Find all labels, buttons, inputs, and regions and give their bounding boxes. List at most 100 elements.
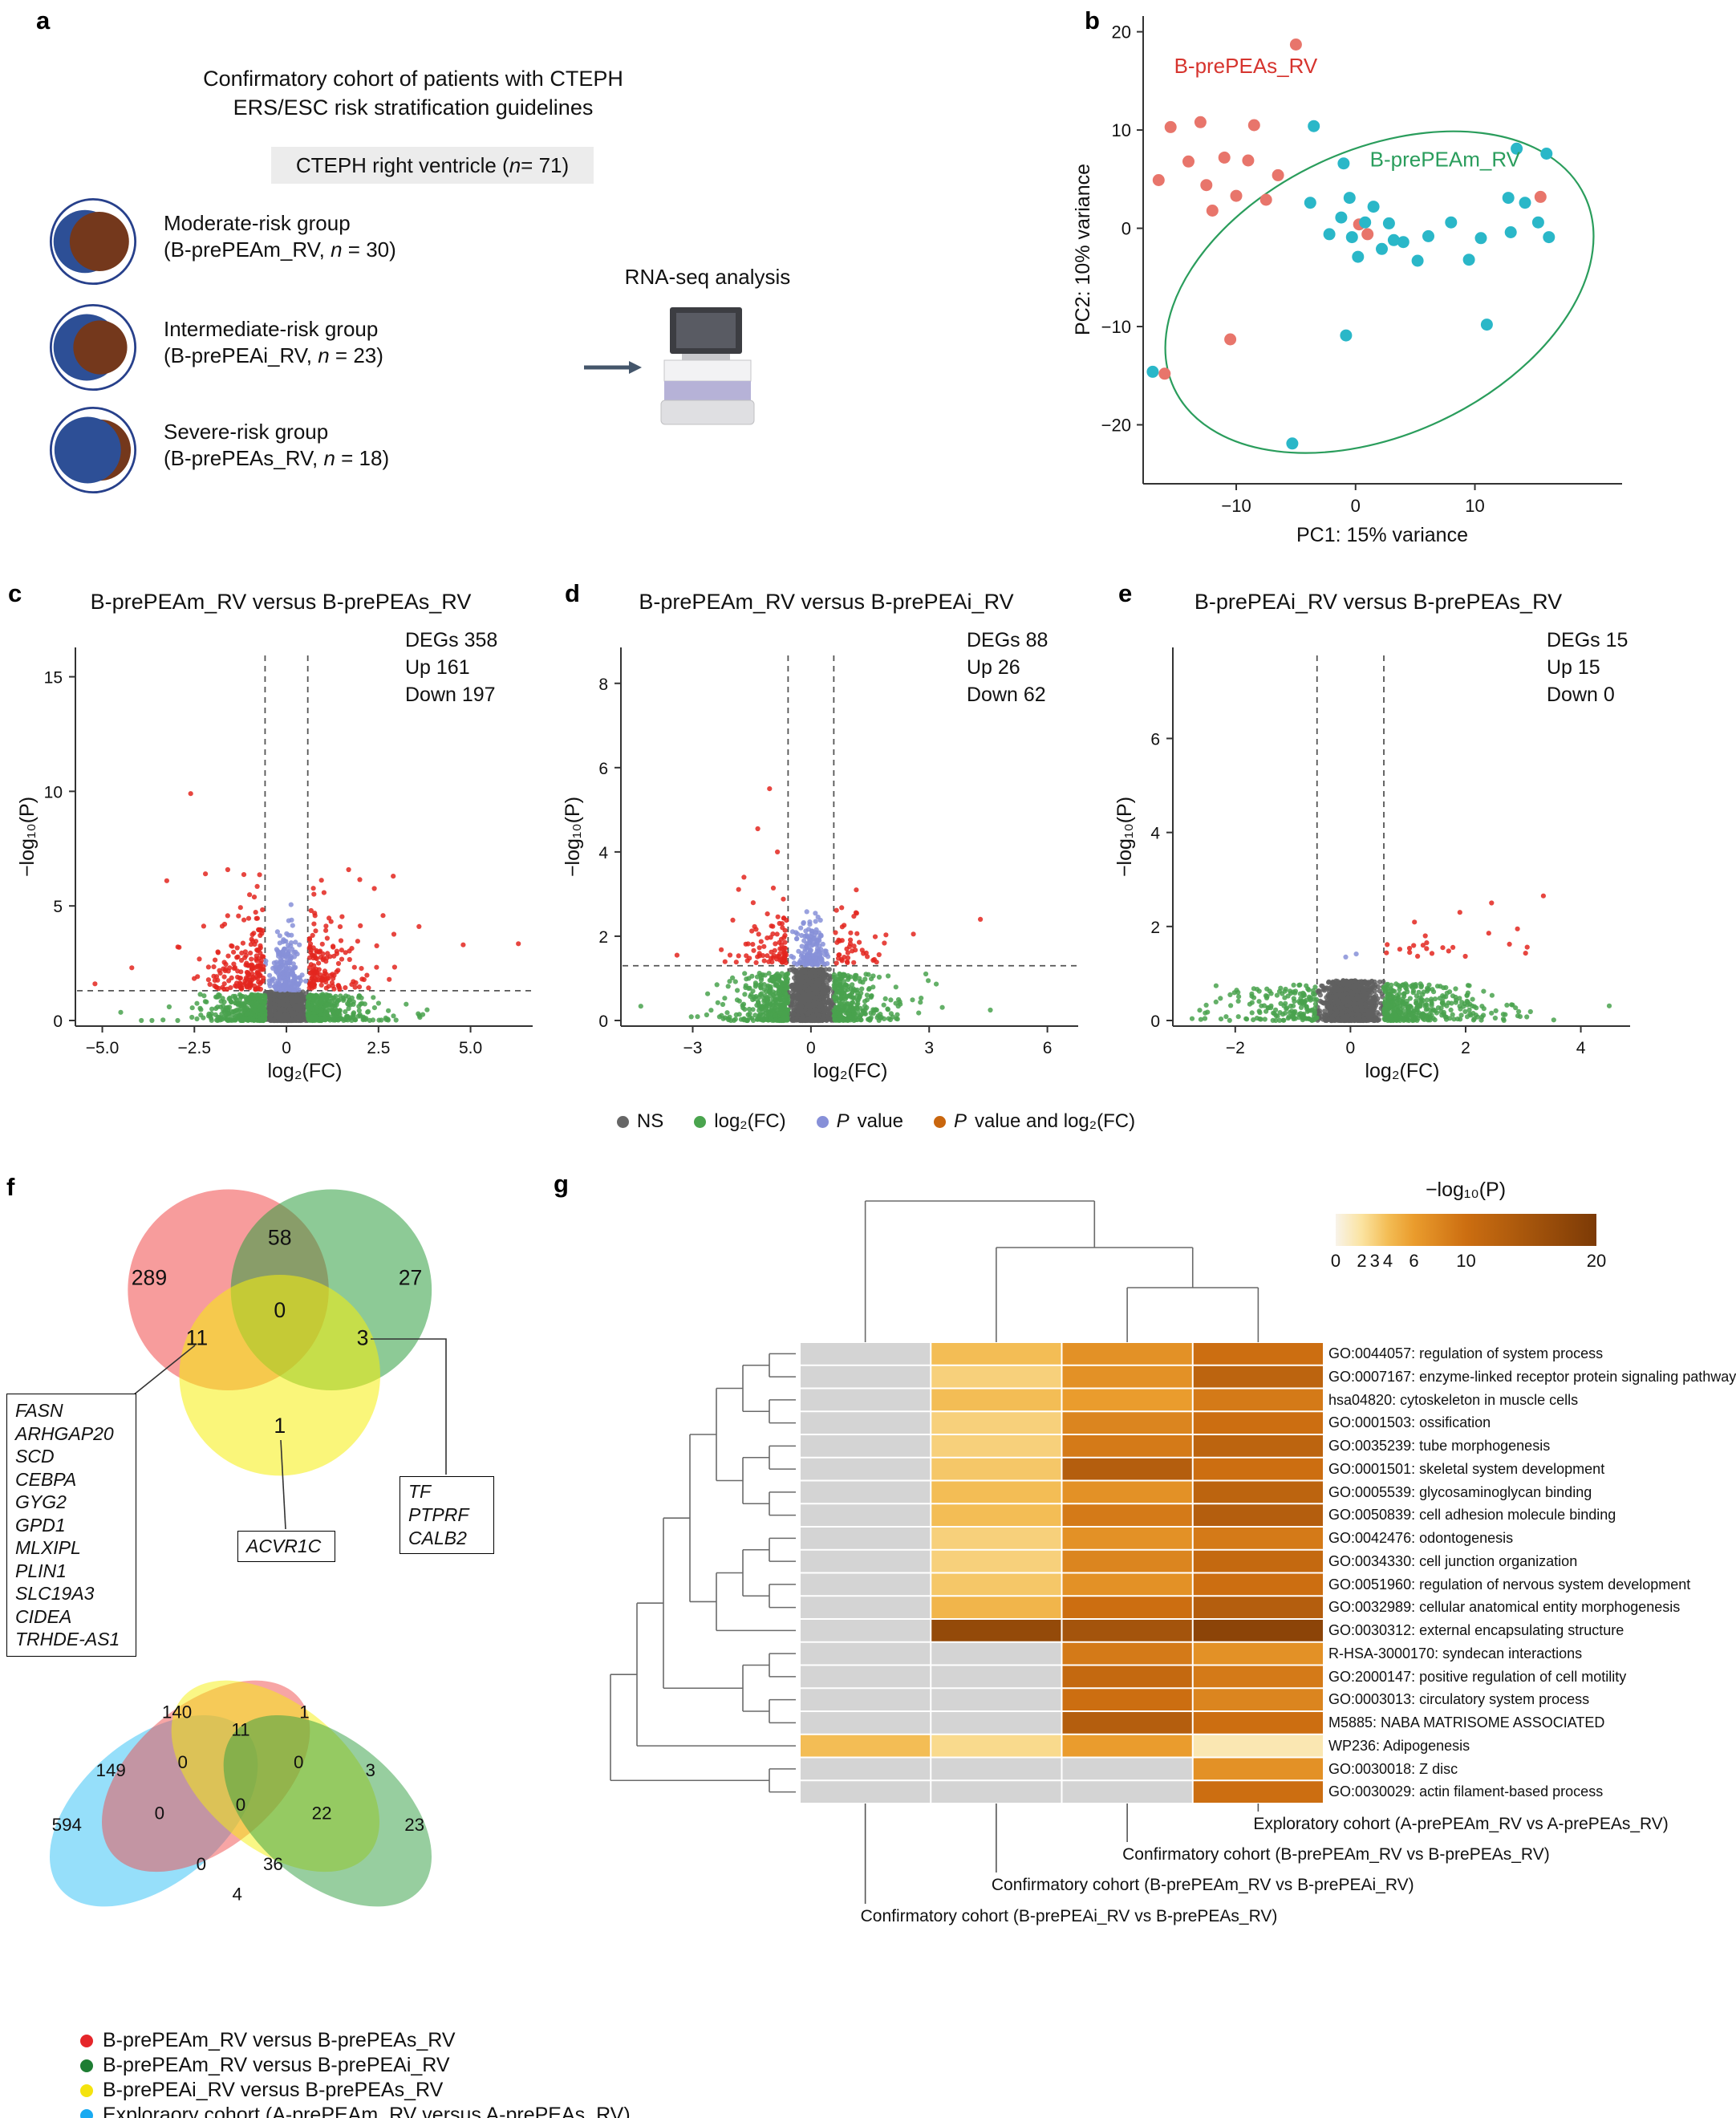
heatmap-row-label: WP236: Adipogenesis [1328,1737,1470,1754]
svg-text:PC1: 15% variance: PC1: 15% variance [1296,524,1468,546]
heatmap-row-label: GO:0030312: external encapsulating struc… [1328,1622,1624,1638]
heatmap-row-label: GO:0035239: tube morphogenesis [1328,1438,1551,1454]
svg-text:−log₁₀(P): −log₁₀(P) [562,797,584,877]
deg-total: DEGs 358 [405,629,498,651]
pca-points [1146,39,1556,450]
deg-down: Down 0 [1547,684,1615,706]
svg-text:15: 15 [44,669,63,688]
pca-plot: −20 −10 0 10 20 −10 0 10 PC1: 15% variance PC2: 1… [1072,16,1622,546]
gene-name: FASN [15,1400,63,1421]
svg-text:5: 5 [53,898,63,916]
deg-down: Down 62 [967,684,1046,706]
gene-name: ARHGAP20 [15,1422,114,1444]
svg-text:10: 10 [1465,496,1484,516]
volcano-panel-d: B-prePEAm_RV versus B-prePEAi_RV DEGs 88… [562,590,1091,1119]
svg-text:−20: −20 [1101,416,1131,436]
gene-name: SCD [15,1446,55,1467]
legend-item: P value and log₂(FC) [933,1110,1135,1133]
legend-dot [80,2059,93,2072]
gene-name: MLXIPL [15,1537,81,1558]
deg-stats: DEGs 88 Up 26 Down 62 [967,627,1048,708]
legend-tick: 20 [1586,1251,1607,1271]
svg-text:10: 10 [1112,120,1131,140]
legend-tick: 3 [1369,1251,1380,1271]
deg-up: Up 26 [967,656,1020,679]
svg-text:2: 2 [598,928,608,947]
gene-name: ACVR1C [246,1536,322,1556]
gene-name: CEBPA [15,1468,77,1490]
rnaseq-arrow-and-sequencer [584,307,755,425]
venn-callout-acvr1c: ACVR1C [237,1531,335,1562]
enrichment-heatmap: −log₁₀(P) 0 2 3 4 6 10 20 GO:0044057: regulati… [554,1167,1736,2118]
svg-text:0: 0 [282,1039,291,1057]
heatmap-row-label: GO:0050839: cell adhesion molecule bindi… [1328,1507,1616,1524]
comparison-legend-item: B-prePEAi_RV versus B-prePEAs_RV [80,2078,631,2103]
cohort-box: CTEPH right ventricle (n = 71) [271,147,594,184]
svg-text:8: 8 [598,676,608,694]
panel-letter-c: c [8,579,22,607]
heatmap-row-label: GO:0001503: ossification [1328,1414,1491,1431]
cohort-box-text: CTEPH right ventricle ( [295,152,509,177]
comparison-legend-item: Exploraory cohort (A-prePEAm_RV versus A… [80,2103,631,2118]
group-title: Intermediate-risk group [164,317,379,341]
legend-dot [80,2034,93,2047]
volcano-panel-c: B-prePEAm_RV versus B-prePEAs_RV DEGs 35… [16,590,546,1119]
panel-letter-d: d [565,579,580,607]
group-title: Severe-risk group [164,420,329,444]
legend-dot [616,1115,629,1128]
heatmap-row-label: GO:0003013: circulatory system process [1328,1691,1590,1708]
svg-text:5.0: 5.0 [459,1039,482,1057]
gene-name: PTPRF [408,1504,469,1525]
svg-text:−2.5: −2.5 [178,1039,211,1057]
heatmap-column-label: Confirmatory cohort (B-prePEAm_RV vs B-p… [991,1876,1414,1894]
group-sub: (B-prePEAm_RV, n = 30) [164,237,396,262]
svg-text:0: 0 [1122,219,1131,239]
heatmap-row-label: GO:0007167: enzyme-linked receptor prote… [1328,1368,1736,1385]
legend-dot [80,2108,93,2118]
risk-group-moderate: Moderate-risk group (B-prePEAm_RV, n = 3… [164,210,509,263]
heatmap-row-label: GO:0032989: cellular anatomical entity m… [1328,1599,1681,1616]
sequencer-icon [660,307,755,425]
legend-tick: 6 [1409,1251,1419,1271]
heatmap-row-label: GO:0044057: regulation of system process [1328,1345,1604,1361]
chart-title: B-prePEAm_RV versus B-prePEAs_RV [90,590,472,614]
heatmap-row-label: GO:2000147: positive regulation of cell … [1328,1668,1627,1685]
heatmap-row-label: M5885: NABA MATRISOME ASSOCIATED [1328,1714,1605,1731]
panel-letter-a: a [36,6,51,34]
svg-text:log₂(FC): log₂(FC) [813,1060,887,1082]
heatmap-grid [801,1343,1323,1803]
row-dendrogram [610,1353,796,1793]
deg-stats: DEGs 358 Up 161 Down 197 [405,627,497,708]
deg-stats: DEGs 15 Up 15 Down 0 [1547,627,1628,708]
volcano-panel-e: B-prePEAi_RV versus B-prePEAs_RV DEGs 15… [1113,590,1643,1119]
heatmap-legend-gradient [1336,1214,1596,1246]
deg-down: Down 197 [405,684,496,706]
heatmap-row-label: R-HSA-3000170: syndecan interactions [1328,1645,1583,1662]
heatmap-row-label: hsa04820: cytoskeleton in muscle cells [1328,1391,1579,1408]
heatmap-column-label: Confirmatory cohort (B-prePEAm_RV vs B-p… [1122,1845,1550,1864]
heatmap-row-label: GO:0034330: cell junction organization [1328,1552,1578,1569]
cohort-header: Confirmatory cohort of patients with CTE… [136,64,690,122]
legend-tick: 0 [1330,1251,1341,1271]
gene-name: TRHDE-AS1 [15,1629,120,1649]
heatmap-row-label: GO:0042476: odontogenesis [1328,1530,1514,1546]
group-title: Moderate-risk group [164,211,351,235]
svg-text:6: 6 [598,760,608,778]
gene-name: PLIN1 [15,1560,67,1581]
comparison-legend: B-prePEAm_RV versus B-prePEAs_RV B-prePEA… [80,2028,631,2118]
volcano-plot-d: 0 2 4 6 8 −3 0 3 6 log₂(FC) −log₁₀(P) [562,647,1078,1082]
volcano-plot-c: 0 5 10 15 −5.0 −2.5 0 2.5 5.0 log₂(FC) −log₁₀(P) [16,647,533,1082]
deg-up: Up 15 [1547,656,1600,679]
panel-letter-g: g [554,1170,569,1198]
svg-text:0: 0 [806,1039,816,1057]
svg-text:4: 4 [598,844,608,862]
chart-title: B-prePEAi_RV versus B-prePEAs_RV [1194,590,1563,614]
legend-item: NS [616,1110,663,1133]
gene-name: GYG2 [15,1491,67,1512]
svg-text:−10: −10 [1101,317,1131,337]
deg-total: DEGs 15 [1547,629,1629,651]
svg-text:0: 0 [1351,496,1361,516]
